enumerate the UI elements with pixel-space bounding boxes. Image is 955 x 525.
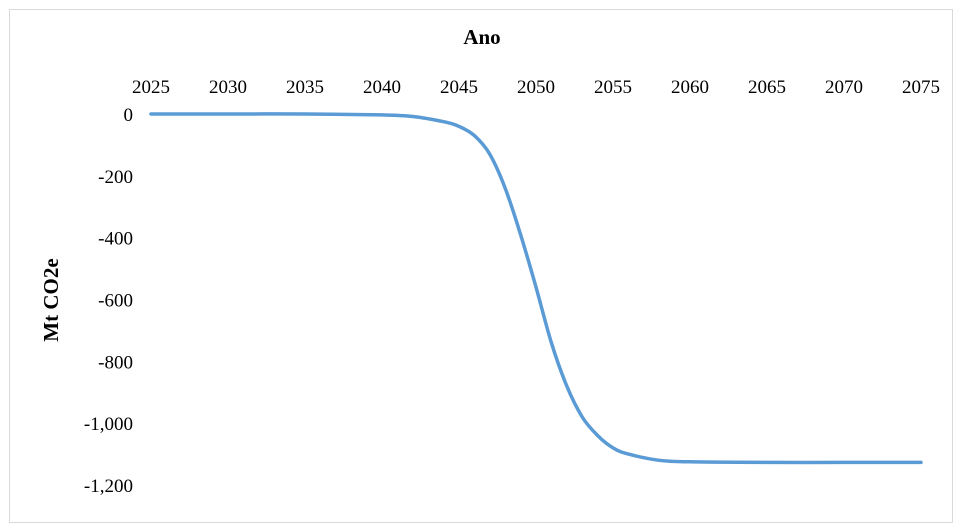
y-tick-label: -200 xyxy=(98,167,133,188)
y-tick-labels: 0 -200 -400 -600 -800 -1,000 -1,200 xyxy=(84,105,133,497)
x-tick-label: 2030 xyxy=(209,77,247,98)
x-tick-label: 2035 xyxy=(286,77,324,98)
y-tick-label: 0 xyxy=(124,105,134,126)
x-tick-label: 2075 xyxy=(902,77,940,98)
x-tick-label: 2070 xyxy=(825,77,863,98)
y-tick-label: -600 xyxy=(98,291,133,312)
x-tick-label: 2025 xyxy=(132,77,170,98)
x-tick-label: 2040 xyxy=(363,77,401,98)
series-group xyxy=(149,112,923,465)
x-tick-label: 2065 xyxy=(748,77,786,98)
x-tick-labels: 2025 2030 2035 2040 2045 2050 2055 2060 2065 2070… xyxy=(132,77,940,98)
x-tick-label: 2050 xyxy=(517,77,555,98)
x-tick-label: 2060 xyxy=(671,77,709,98)
y-axis-title: Mt CO2e xyxy=(39,258,63,341)
x-tick-label: 2055 xyxy=(594,77,632,98)
y-tick-label: -800 xyxy=(98,352,133,373)
series-line xyxy=(149,112,923,465)
y-tick-label: -1,000 xyxy=(84,414,133,435)
x-axis-title: Ano xyxy=(463,25,500,49)
y-tick-label: -1,200 xyxy=(84,476,133,497)
x-tick-label: 2045 xyxy=(440,77,478,98)
y-tick-label: -400 xyxy=(98,229,133,250)
chart-frame xyxy=(9,9,953,523)
